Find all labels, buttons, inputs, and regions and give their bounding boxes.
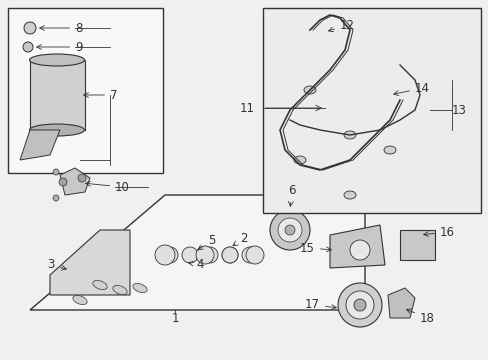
Ellipse shape <box>343 131 355 139</box>
Text: 5: 5 <box>198 234 215 250</box>
Ellipse shape <box>383 146 395 154</box>
Circle shape <box>162 247 178 263</box>
Text: 2: 2 <box>232 231 247 246</box>
Text: 11: 11 <box>240 102 254 114</box>
Text: 1: 1 <box>171 311 179 324</box>
Ellipse shape <box>113 285 127 294</box>
Ellipse shape <box>304 86 315 94</box>
Bar <box>399 230 434 260</box>
Text: 12: 12 <box>328 18 354 32</box>
Polygon shape <box>329 225 384 268</box>
Ellipse shape <box>93 280 107 289</box>
Circle shape <box>337 283 381 327</box>
Polygon shape <box>50 230 130 295</box>
Text: 6: 6 <box>287 184 295 206</box>
Polygon shape <box>20 130 60 160</box>
Circle shape <box>78 174 86 182</box>
Circle shape <box>202 247 218 263</box>
Bar <box>30 60 85 130</box>
Circle shape <box>53 169 59 175</box>
Ellipse shape <box>343 191 355 199</box>
Ellipse shape <box>293 156 305 164</box>
Circle shape <box>222 247 238 263</box>
Circle shape <box>53 195 59 201</box>
Polygon shape <box>30 195 364 310</box>
Text: 18: 18 <box>406 309 434 324</box>
Text: 17: 17 <box>305 298 336 311</box>
Ellipse shape <box>29 124 84 136</box>
Polygon shape <box>60 168 90 195</box>
Circle shape <box>155 245 175 265</box>
Text: 15: 15 <box>300 242 331 255</box>
Ellipse shape <box>73 296 87 305</box>
Text: 3: 3 <box>47 258 66 271</box>
Bar <box>8 8 163 173</box>
Polygon shape <box>387 288 414 318</box>
Bar <box>263 8 480 213</box>
Circle shape <box>353 299 365 311</box>
Circle shape <box>346 291 373 319</box>
Circle shape <box>245 246 264 264</box>
Circle shape <box>23 42 33 52</box>
Text: 10: 10 <box>85 180 130 194</box>
Text: 8: 8 <box>40 22 82 35</box>
Circle shape <box>182 247 198 263</box>
Circle shape <box>196 246 214 264</box>
Text: 9: 9 <box>37 41 82 54</box>
Circle shape <box>59 178 67 186</box>
Circle shape <box>278 218 302 242</box>
Text: 13: 13 <box>451 104 466 117</box>
Circle shape <box>242 247 258 263</box>
Ellipse shape <box>29 54 84 66</box>
Circle shape <box>269 210 309 250</box>
Text: 16: 16 <box>423 225 454 239</box>
Circle shape <box>349 240 369 260</box>
Ellipse shape <box>133 283 147 293</box>
Text: 14: 14 <box>393 81 429 95</box>
Circle shape <box>222 247 238 263</box>
Circle shape <box>24 22 36 34</box>
Circle shape <box>285 225 294 235</box>
Text: 7: 7 <box>83 89 117 102</box>
Text: 4: 4 <box>188 258 203 271</box>
